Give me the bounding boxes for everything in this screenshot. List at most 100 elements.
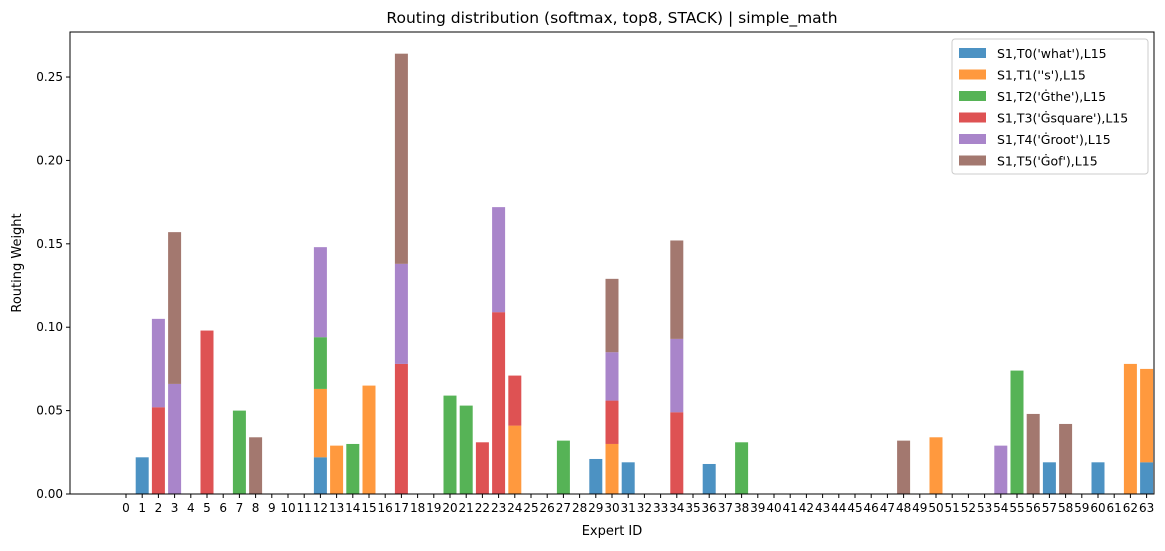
x-tick-label: 20 [442,501,457,515]
x-tick-label: 12 [313,501,328,515]
bar-expert-23-series-4 [492,207,506,313]
x-tick-label: 63 [1139,501,1154,515]
x-tick-label: 7 [236,501,244,515]
x-tick-label: 31 [621,501,636,515]
bar-expert-15-series-1 [362,385,376,494]
legend-label: S1,T5('Ġof'),L15 [997,153,1098,169]
x-axis: 0 1 2 3 4 5 6 7 8 9 10 11 12 13 14 15 16 17 18 19 20 21 22 23 24… [122,494,1154,515]
legend: S1,T0('what'),L15 S1,T1(''s'),L15 S1,T2('Ġ… [951,38,1149,175]
x-tick-label: 59 [1074,501,1089,515]
bar-expert-17-series-3 [394,363,408,494]
x-tick-label: 10 [280,501,295,515]
legend-swatch [959,91,986,101]
x-tick-label: 38 [734,501,749,515]
bar-expert-54-series-4 [994,445,1008,494]
bar-expert-55-series-2 [1010,370,1024,494]
x-tick-label: 29 [588,501,603,515]
bar-expert-63-series-0 [1140,462,1154,494]
x-tick-label: 16 [378,501,393,515]
bar-expert-12-series-2 [313,337,327,389]
bar-expert-3-series-4 [168,383,182,494]
legend-label: S1,T0('what'),L15 [997,46,1107,61]
x-tick-label: 53 [977,501,992,515]
x-tick-label: 50 [928,501,943,515]
x-tick-label: 15 [361,501,376,515]
x-tick-label: 25 [523,501,538,515]
bar-expert-1-series-0 [135,457,149,494]
bar-expert-29-series-0 [589,458,603,494]
bars-layer [135,53,1154,494]
x-tick-label: 36 [702,501,717,515]
x-tick-label: 9 [268,501,276,515]
x-tick-label: 8 [252,501,260,515]
x-tick-label: 61 [1107,501,1122,515]
legend-swatch [959,112,986,123]
legend-swatch [959,155,986,166]
bar-expert-50-series-1 [929,437,943,494]
x-tick-label: 51 [945,501,960,515]
x-tick-label: 2 [155,501,163,515]
bar-expert-34-series-3 [670,412,684,494]
bar-expert-57-series-0 [1042,462,1056,494]
legend-swatch [959,48,986,58]
bar-expert-63-series-1 [1140,368,1154,463]
bar-expert-8-series-5 [249,437,263,494]
bar-expert-2-series-3 [151,407,165,494]
x-tick-label: 34 [669,501,684,515]
bar-expert-24-series-3 [508,375,522,426]
x-tick-label: 22 [475,501,490,515]
x-tick-label: 24 [507,501,522,515]
bar-expert-30-series-4 [605,352,619,401]
bar-expert-13-series-1 [330,445,344,494]
bar-expert-48-series-5 [897,440,911,494]
x-tick-label: 13 [329,501,344,515]
bar-expert-34-series-5 [670,240,684,339]
x-tick-label: 19 [426,501,441,515]
bar-expert-62-series-1 [1123,363,1137,494]
bar-expert-23-series-3 [492,312,506,494]
x-tick-label: 52 [961,501,976,515]
x-tick-label: 54 [993,501,1008,515]
x-tick-label: 47 [880,501,895,515]
x-tick-label: 5 [203,501,211,515]
bar-expert-38-series-2 [735,442,749,494]
bar-expert-5-series-3 [200,330,214,494]
legend-swatch [959,134,986,144]
x-tick-label: 45 [847,501,862,515]
x-tick-label: 57 [1042,501,1057,515]
bar-expert-7-series-2 [232,410,246,494]
bar-expert-20-series-2 [443,395,457,494]
x-tick-label: 55 [1009,501,1024,515]
bar-expert-36-series-0 [702,463,716,494]
x-tick-label: 3 [171,501,179,515]
x-tick-label: 42 [799,501,814,515]
x-tick-label: 32 [637,501,652,515]
bar-expert-24-series-1 [508,425,522,494]
y-tick-label: 0.25 [36,70,63,84]
y-tick-label: 0.15 [36,237,63,251]
bar-expert-21-series-2 [459,405,473,494]
bar-expert-3-series-5 [168,232,182,384]
bar-expert-30-series-1 [605,443,619,494]
x-tick-label: 39 [750,501,765,515]
x-tick-label: 18 [410,501,425,515]
x-tick-label: 46 [864,501,879,515]
bar-expert-2-series-4 [151,318,165,408]
x-axis-label: Expert ID [582,524,643,539]
legend-frame [951,38,1149,175]
x-tick-label: 11 [297,501,312,515]
x-tick-label: 49 [912,501,927,515]
x-tick-label: 48 [896,501,911,515]
bar-expert-58-series-5 [1059,423,1073,494]
x-tick-label: 21 [459,501,474,515]
bar-expert-14-series-2 [346,443,360,494]
y-tick-label: 0.20 [36,153,63,167]
x-tick-label: 43 [815,501,830,515]
x-tick-label: 6 [219,501,227,515]
x-tick-label: 26 [540,501,555,515]
chart-title: Routing distribution (softmax, top8, STA… [386,9,837,28]
x-tick-label: 58 [1058,501,1073,515]
legend-label: S1,T1(''s'),L15 [997,68,1086,83]
